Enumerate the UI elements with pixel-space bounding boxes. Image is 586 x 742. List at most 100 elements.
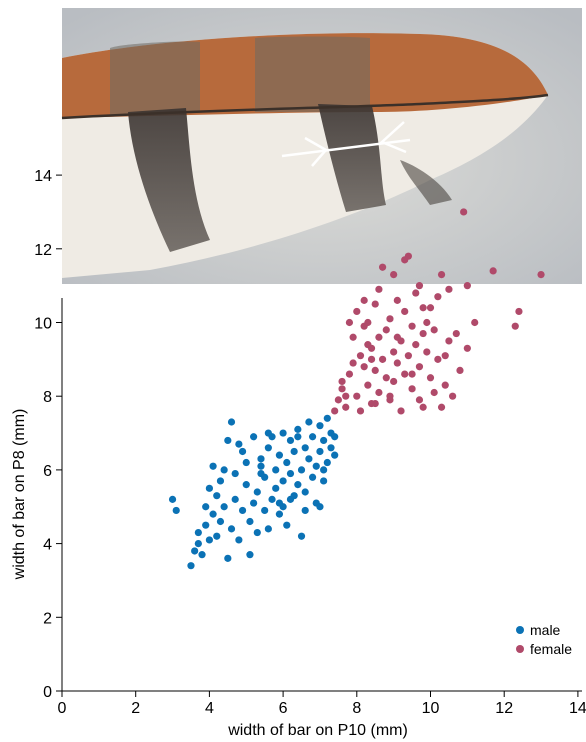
male-data-point (261, 506, 269, 515)
female-data-point (386, 315, 394, 323)
male-data-point (294, 425, 302, 433)
male-data-point (257, 455, 265, 463)
male-data-point (246, 551, 254, 559)
female-data-point (441, 381, 449, 389)
male-data-point (290, 447, 298, 456)
male-data-point (297, 532, 306, 540)
female-data-point (412, 341, 420, 349)
female-data-point (460, 208, 468, 216)
male-data-point (257, 462, 265, 470)
male-data-point (235, 536, 243, 544)
y-tick-label: 12 (34, 242, 52, 259)
male-data-point (220, 466, 228, 474)
y-tick-label: 8 (43, 389, 52, 406)
male-data-point (286, 469, 295, 478)
female-data-point (408, 322, 416, 330)
female-data-point (390, 377, 398, 386)
male-data-point (253, 488, 261, 496)
male-data-point (275, 499, 284, 507)
x-tick-label: 14 (569, 700, 586, 717)
male-data-point (202, 521, 210, 529)
female-data-point (331, 407, 339, 415)
male-data-point (198, 551, 206, 559)
female-data-point (426, 304, 435, 312)
measurement-marker (281, 121, 411, 167)
male-data-point (238, 506, 247, 515)
male-data-point (316, 503, 324, 511)
y-tick-label: 4 (43, 537, 52, 554)
female-data-point (382, 374, 390, 382)
female-data-point (364, 381, 372, 389)
x-axis-label: width of bar on P10 (mm) (227, 722, 408, 739)
male-data-point (257, 469, 265, 478)
male-data-point (320, 477, 328, 485)
female-data-point (412, 289, 420, 297)
male-data-point (250, 433, 258, 441)
male-data-point (320, 466, 328, 474)
feather-dark-bar-2 (318, 104, 386, 212)
female-data-point (415, 363, 424, 371)
male-data-point (308, 433, 317, 441)
male-data-point (279, 429, 287, 437)
male-data-point (283, 458, 291, 467)
female-data-point (449, 392, 457, 400)
feather-speckle-band-2 (255, 36, 370, 112)
male-data-point (220, 503, 228, 511)
female-data-point (375, 333, 383, 341)
female-data-point (419, 329, 427, 338)
female-data-point (537, 270, 545, 279)
female-data-point (419, 403, 427, 411)
y-tick-label: 2 (43, 610, 52, 627)
male-data-point (308, 473, 317, 481)
x-tick-label: 12 (495, 700, 513, 717)
male-data-point (242, 458, 250, 467)
male-data-point (294, 433, 302, 441)
female-data-point (511, 322, 519, 330)
female-data-point (349, 359, 357, 367)
x-tick-label: 2 (131, 700, 140, 717)
male-data-point (227, 418, 236, 426)
male-data-point (331, 433, 339, 441)
female-series (331, 208, 545, 415)
male-data-point (264, 444, 272, 452)
male-data-point (209, 510, 217, 518)
male-data-point (250, 499, 258, 507)
male-data-point (275, 451, 284, 459)
female-data-point (345, 318, 354, 327)
male-data-point (286, 495, 295, 503)
male-data-point (297, 466, 306, 474)
male-data-point (264, 429, 272, 437)
male-data-point (279, 477, 287, 485)
x-tick-label: 0 (58, 700, 67, 717)
male-data-point (331, 451, 339, 459)
male-data-point (305, 455, 313, 463)
male-legend-label: male (530, 622, 561, 638)
female-data-point (437, 270, 446, 279)
male-data-point (272, 484, 280, 492)
female-data-point (334, 396, 342, 404)
female-data-point (401, 256, 409, 264)
male-data-point (216, 477, 225, 485)
female-data-point (430, 326, 438, 334)
female-data-point (371, 399, 379, 408)
female-legend-marker (516, 645, 524, 653)
male-data-point (327, 444, 335, 452)
female-legend-label: female (530, 641, 572, 657)
scatter-plot: 0 2 4 6 8 10 12 14 0 2 4 6 8 10 12 14 width of bar on P… (11, 168, 586, 739)
female-data-point (404, 352, 412, 360)
female-data-point (445, 337, 453, 345)
female-data-point (390, 270, 398, 279)
male-data-point (168, 495, 177, 503)
male-data-point (312, 462, 320, 470)
female-data-point (430, 388, 438, 397)
male-data-point (187, 562, 195, 570)
female-data-point (463, 282, 471, 290)
female-data-point (338, 385, 346, 393)
female-data-point (408, 385, 416, 393)
male-data-point (264, 525, 272, 533)
male-data-point (323, 458, 331, 467)
male-data-point (172, 506, 180, 515)
female-data-point (371, 366, 379, 375)
male-data-point (213, 532, 221, 540)
